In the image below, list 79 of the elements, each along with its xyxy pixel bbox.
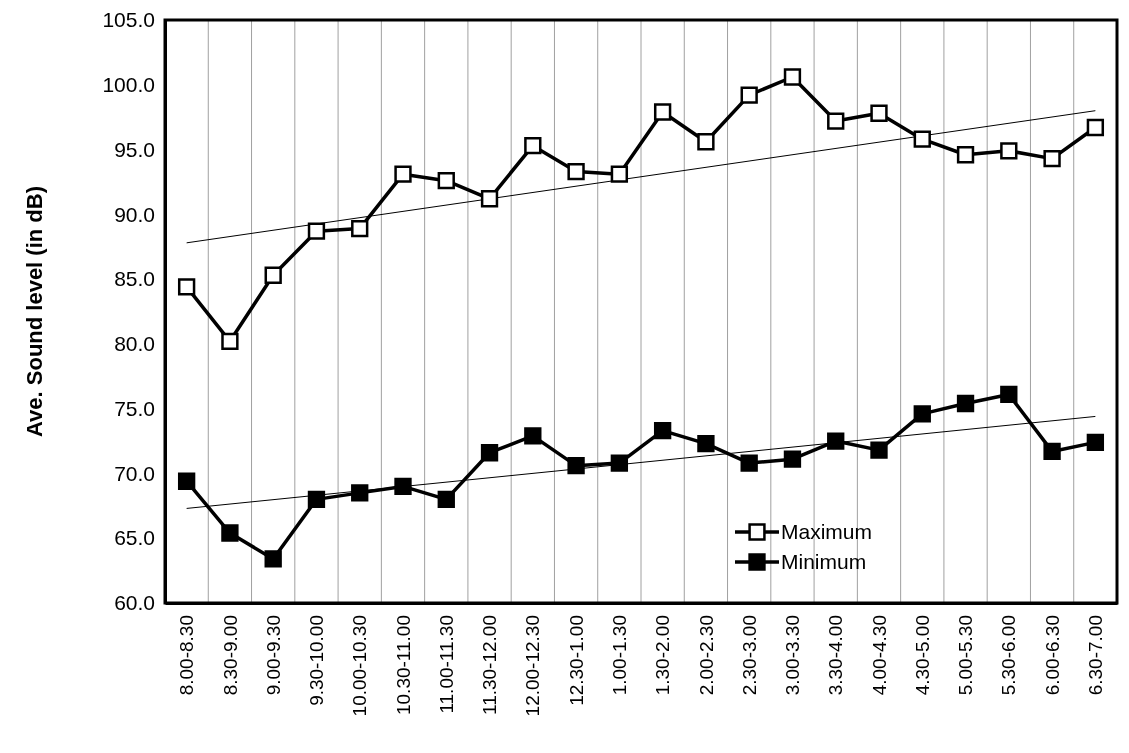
point xyxy=(1000,142,1018,160)
x-tick-label: 6.00-6.30 xyxy=(1041,615,1063,696)
x-tick-label: 9.00-9.30 xyxy=(262,615,284,696)
legend-label: Maximum xyxy=(781,520,873,544)
point xyxy=(437,171,455,190)
x-tick-label: 2.30-3.00 xyxy=(738,615,760,696)
point xyxy=(697,434,715,453)
point xyxy=(264,266,282,284)
point xyxy=(351,484,369,502)
y-tick-label: 75.0 xyxy=(114,396,155,420)
point xyxy=(567,457,585,475)
x-tick-label: 12.00-12.30 xyxy=(522,615,544,717)
y-axis-title: Ave. Sound level (in dB) xyxy=(22,186,47,437)
point xyxy=(1000,385,1018,404)
x-tick-label: 5.00-5.30 xyxy=(955,615,977,696)
point xyxy=(1086,118,1105,137)
x-tick-label: 10.30-11.00 xyxy=(392,615,414,716)
y-tick-label: 60.0 xyxy=(114,591,155,615)
point xyxy=(480,190,499,208)
x-tick-label: 3.30-4.00 xyxy=(825,615,847,696)
point xyxy=(221,524,239,542)
point xyxy=(351,219,369,238)
point xyxy=(827,112,845,130)
x-tick-label: 11.00-11.30 xyxy=(435,615,457,714)
point xyxy=(653,422,672,440)
point xyxy=(177,278,196,296)
point xyxy=(610,454,629,472)
x-tick-label: 8.30-9.00 xyxy=(219,615,241,696)
point xyxy=(610,165,629,183)
point xyxy=(177,472,196,490)
x-tick-label: 8.00-8.30 xyxy=(176,615,198,696)
y-tick-label: 70.0 xyxy=(114,461,155,485)
y-tick-label: 85.0 xyxy=(114,267,155,291)
x-tick-label: 3.00-3.30 xyxy=(782,615,804,696)
point xyxy=(264,550,282,568)
y-tick-label: 100.0 xyxy=(102,73,155,96)
point xyxy=(1086,433,1105,452)
point xyxy=(870,104,888,122)
x-tick-label: 12.30-1.00 xyxy=(565,615,587,706)
y-tick-label: 95.0 xyxy=(114,137,155,161)
point xyxy=(783,450,802,468)
x-tick-label: 1.00-1.30 xyxy=(609,615,631,696)
x-tick-label: 2.00-2.30 xyxy=(695,615,717,696)
point xyxy=(783,68,802,86)
x-tick-label: 11.30-12.00 xyxy=(479,615,501,716)
point xyxy=(827,432,845,450)
legend-label: Minimum xyxy=(781,550,867,574)
y-tick-label: 65.0 xyxy=(114,526,155,550)
point xyxy=(394,477,412,496)
x-tick-label: 9.30-10.00 xyxy=(306,615,328,706)
y-tick-label: 90.0 xyxy=(114,202,155,226)
y-tick-label: 80.0 xyxy=(114,332,155,356)
point xyxy=(394,165,412,183)
point xyxy=(740,86,758,104)
x-tick-label: 5.30-6.00 xyxy=(998,615,1020,696)
point xyxy=(913,130,931,148)
point xyxy=(913,405,931,423)
point xyxy=(221,332,239,350)
point xyxy=(956,146,975,164)
point xyxy=(307,490,326,509)
y-tick-label: 105.0 xyxy=(102,8,155,32)
x-tick-label: 4.30-5.00 xyxy=(911,615,933,696)
x-tick-label: 6.30-7.00 xyxy=(1085,615,1107,696)
point xyxy=(653,103,672,121)
x-tick-label: 1.30-2.00 xyxy=(652,615,674,696)
x-tick-label: 10.00-10.30 xyxy=(349,615,371,717)
point xyxy=(1043,149,1061,168)
point xyxy=(567,162,585,181)
point xyxy=(740,454,758,472)
point xyxy=(307,222,326,240)
point xyxy=(437,490,455,509)
x-tick-label: 4.00-4.30 xyxy=(868,615,890,696)
point xyxy=(480,444,499,462)
point xyxy=(1043,442,1061,461)
point xyxy=(524,427,542,445)
point xyxy=(870,441,888,459)
point xyxy=(956,394,975,413)
point xyxy=(524,137,542,155)
point xyxy=(697,133,715,151)
